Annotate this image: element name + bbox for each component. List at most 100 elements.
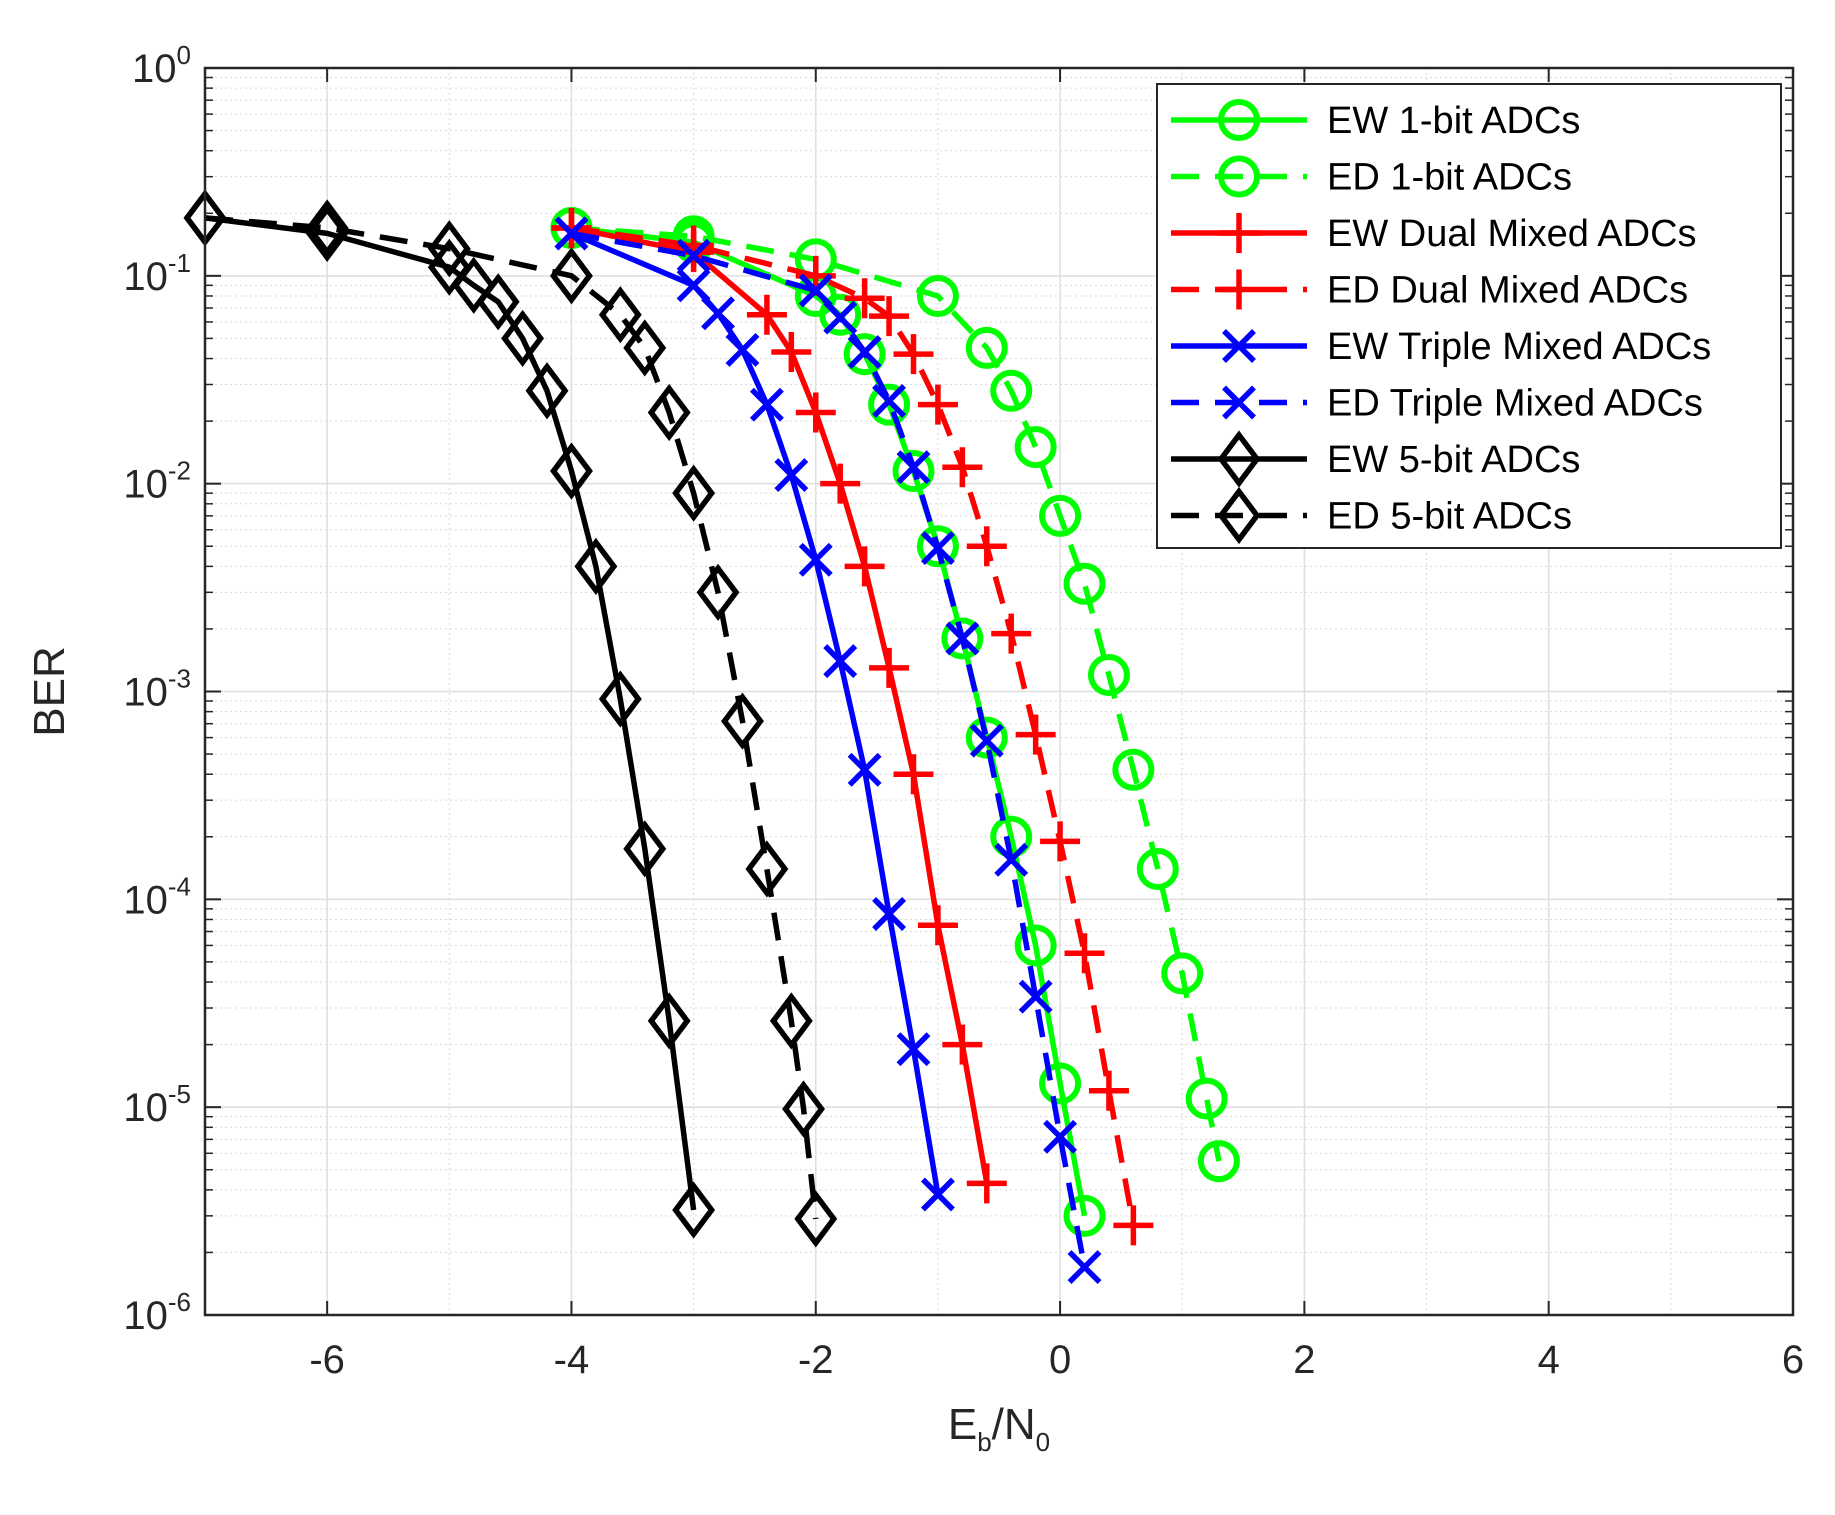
data-point <box>676 238 711 273</box>
data-point <box>920 1177 955 1212</box>
series-ew-dual-mixed-adcs <box>551 207 1007 1204</box>
data-point <box>844 278 885 319</box>
data-point <box>452 256 496 314</box>
data-point <box>795 392 836 433</box>
x-axis-label: Eb/N0 <box>948 1400 1050 1457</box>
data-point <box>1063 1194 1106 1237</box>
legend-box <box>1156 83 1782 549</box>
legend-label: ED 5-bit ADCs <box>1327 496 1572 538</box>
legend-entry: ED Dual Mixed ADCs <box>1171 269 1688 312</box>
y-axis-label: BER <box>25 646 74 736</box>
data-point <box>721 692 764 750</box>
legend-label: EW 1-bit ADCs <box>1327 100 1580 142</box>
legend-label: EW Triple Mixed ADCs <box>1327 326 1711 368</box>
x-tick-label: 6 <box>1782 1338 1804 1382</box>
data-point <box>551 207 592 248</box>
legend-marker <box>1218 99 1260 141</box>
x-tick-label: -4 <box>554 1338 590 1382</box>
legend-label: ED 1-bit ADCs <box>1327 157 1572 199</box>
y-tick-label: 10-5 <box>123 1079 191 1130</box>
series-line <box>571 225 1222 1162</box>
data-point <box>769 992 813 1050</box>
data-point <box>941 617 984 660</box>
data-point <box>647 992 691 1050</box>
y-tick-base: 10 <box>132 47 177 91</box>
data-point <box>1015 714 1056 755</box>
legend-entry: EW Dual Mixed ADCs <box>1171 213 1697 255</box>
legend-entry: ED Triple Mixed ADCs <box>1171 383 1703 425</box>
data-point <box>844 546 885 587</box>
legend-marker <box>1217 430 1261 488</box>
data-point <box>868 383 911 426</box>
data-point <box>1014 924 1057 967</box>
data-point <box>872 384 907 418</box>
x-tick-label: -6 <box>309 1338 345 1382</box>
data-point <box>847 752 882 787</box>
data-point <box>1043 1119 1078 1154</box>
legend-label: ED Dual Mixed ADCs <box>1327 270 1688 312</box>
series-line <box>570 225 990 1184</box>
data-point <box>647 383 691 442</box>
data-point <box>305 199 349 257</box>
data-point <box>1067 1250 1102 1285</box>
x-axis-label-sub1: b <box>977 1427 991 1457</box>
data-point <box>672 1181 716 1239</box>
series-line <box>204 215 697 1211</box>
data-point <box>869 296 910 337</box>
data-point <box>623 820 667 878</box>
data-point <box>916 274 959 317</box>
series-ed-5-bit-adcs <box>183 189 838 1248</box>
series-line <box>204 215 819 1220</box>
data-point <box>819 293 862 336</box>
data-point <box>749 387 784 422</box>
series-layer <box>183 189 1240 1285</box>
data-point <box>820 463 861 504</box>
legend-entry: EW 5-bit ADCs <box>1171 430 1580 488</box>
data-point <box>965 716 1008 759</box>
legend: EW 1-bit ADCs ED 1-bit ADCs EW Dual Mixed … <box>1156 83 1782 549</box>
data-point <box>896 1032 931 1067</box>
data-point <box>672 464 716 522</box>
data-point <box>782 1080 825 1138</box>
legend-label: ED Triple Mixed ADCs <box>1327 383 1703 425</box>
data-point <box>994 842 1029 877</box>
data-point <box>701 296 735 331</box>
data-point <box>1087 654 1130 697</box>
legend-entry: EW Triple Mixed ADCs <box>1171 326 1711 368</box>
data-point <box>745 840 789 898</box>
data-point <box>991 613 1032 654</box>
data-point <box>1113 1205 1154 1246</box>
data-point <box>725 332 760 367</box>
data-point <box>476 273 520 331</box>
y-tick-label: 10-1 <box>123 248 191 299</box>
x-axis-label-sep: /N <box>992 1400 1036 1449</box>
data-point <box>893 334 934 375</box>
data-point <box>554 216 589 251</box>
y-tick-base: 10 <box>123 463 168 507</box>
series-line <box>571 230 1088 1268</box>
data-point <box>1014 426 1057 469</box>
data-point <box>942 447 983 488</box>
data-point <box>823 300 858 335</box>
data-point <box>798 273 833 308</box>
data-point <box>550 442 593 500</box>
legend-marker <box>1218 155 1260 198</box>
y-tick-exponent: -1 <box>168 248 191 278</box>
data-point <box>896 450 931 485</box>
y-tick-base: 10 <box>123 671 168 715</box>
data-point <box>916 525 959 568</box>
legend-marker <box>1217 486 1261 545</box>
data-point <box>623 319 667 377</box>
data-point <box>1039 494 1082 537</box>
data-point <box>1161 952 1204 995</box>
y-tick-exponent: -6 <box>168 1287 191 1317</box>
data-point <box>1064 933 1105 974</box>
data-point <box>945 621 980 656</box>
data-point <box>917 905 958 946</box>
y-tick-exponent: -4 <box>168 871 191 901</box>
data-point <box>794 1190 838 1248</box>
legend-marker <box>1222 385 1256 420</box>
